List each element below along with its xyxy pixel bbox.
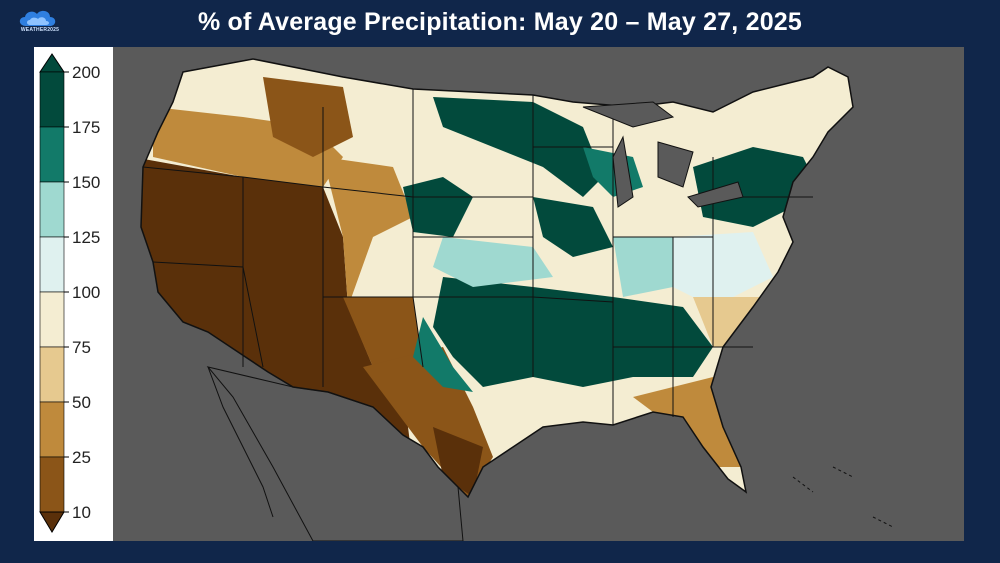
precip-fill-layer [141,59,853,497]
region-southwest-dry [141,157,413,467]
precipitation-map [113,47,964,541]
legend-band-10-25 [39,456,65,513]
legend-tick-100: 100 [72,283,100,302]
color-legend: 200 175 150 125 100 75 50 25 10 [34,47,114,541]
region-plains-light [433,237,553,287]
region-midwest-wet [533,197,613,257]
legend-band-150-175 [39,126,65,183]
region-texas-very-dry [433,427,483,497]
legend-band-100-125 [39,236,65,293]
baja-outline [207,366,274,518]
legend-band-50-75 [39,346,65,403]
region-central-plains-wet [403,177,473,237]
legend-tick-50: 50 [72,393,91,412]
region-south-wet-edge [413,317,473,392]
region-ohio-valley [613,237,673,297]
weather-logo [12,6,68,38]
legend-tick-75: 75 [72,338,91,357]
legend-tick-10: 10 [72,503,91,522]
legend-band-125-150 [39,181,65,238]
legend-bottom-arrow [39,511,65,533]
region-northern-plains-wet [433,97,603,197]
gulf-islands [792,466,894,528]
logo-text: WEATHER2025 [20,27,60,33]
legend-band-25-50 [39,401,65,458]
legend-tick-125: 125 [72,228,100,247]
legend-top-arrow [39,53,65,73]
legend-tick-175: 175 [72,118,100,137]
legend-tick-200: 200 [72,63,100,82]
page-title: % of Average Precipitation: May 20 – May… [197,8,803,36]
great-lakes [582,101,744,208]
legend-tick-150: 150 [72,173,100,192]
legend-band-175-200 [39,71,65,128]
region-idaho-dry [263,77,353,157]
legend-tick-25: 25 [72,448,91,467]
region-south-wet [433,277,713,387]
region-mid-atlantic-light [673,232,773,307]
legend-band-75-100 [39,291,65,348]
region-northeast-wet [693,147,813,227]
state-borders [140,58,854,499]
